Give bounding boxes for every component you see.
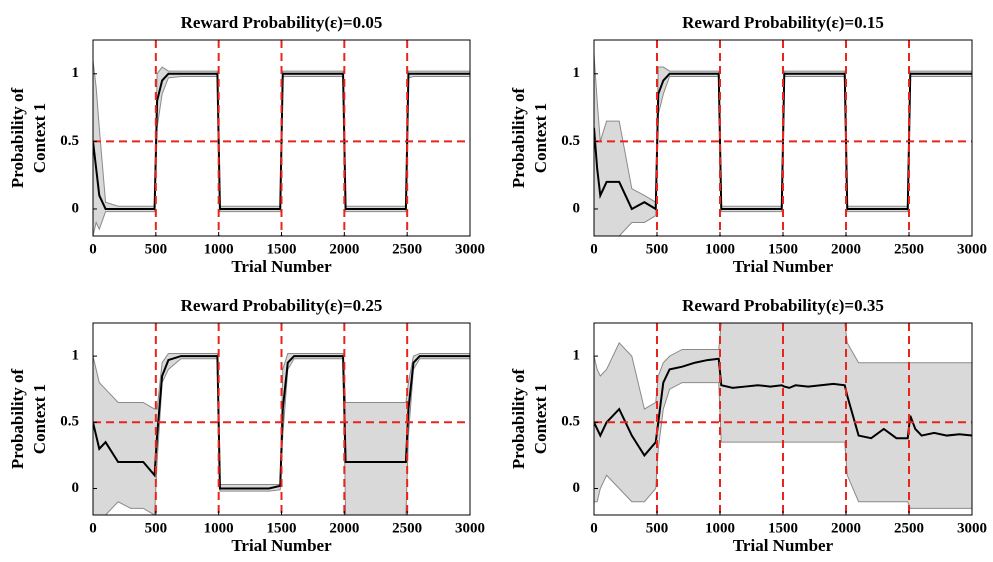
x-tick-label: 2500 <box>894 520 924 536</box>
y-axis-label: Context 1 <box>531 103 550 173</box>
x-tick-label: 2000 <box>329 520 359 536</box>
y-axis-label: Probability of <box>8 88 27 189</box>
x-tick-label: 1500 <box>267 241 297 257</box>
x-tick-label: 3000 <box>455 520 485 536</box>
y-tick-label: 0.5 <box>60 414 79 430</box>
plot-area <box>594 40 972 236</box>
x-axis-label: Trial Number <box>733 536 834 555</box>
x-tick-label: 500 <box>145 241 168 257</box>
y-tick-label: 1 <box>573 65 581 81</box>
x-tick-label: 2500 <box>894 241 924 257</box>
x-axis-label: Trial Number <box>231 257 332 276</box>
x-tick-label: 0 <box>590 241 598 257</box>
y-tick-label: 0.5 <box>561 414 580 430</box>
chart-title: Reward Probability(ε)=0.05 <box>181 13 383 32</box>
y-tick-label: 0.5 <box>60 133 79 149</box>
x-tick-label: 2000 <box>831 241 861 257</box>
band-area <box>594 53 972 236</box>
x-tick-label: 0 <box>89 520 97 536</box>
x-tick-label: 3000 <box>455 241 485 257</box>
x-tick-label: 0 <box>590 520 598 536</box>
chart-title: Reward Probability(ε)=0.35 <box>682 296 884 315</box>
x-axis-label: Trial Number <box>733 257 834 276</box>
x-tick-label: 3000 <box>957 520 987 536</box>
plot-area <box>594 323 972 515</box>
x-tick-label: 1500 <box>768 241 798 257</box>
chart-title: Reward Probability(ε)=0.25 <box>181 296 383 315</box>
x-tick-label: 500 <box>145 520 168 536</box>
y-axis-label: Probability of <box>8 369 27 470</box>
y-axis-label: Probability of <box>509 88 528 189</box>
y-tick-label: 0 <box>573 200 581 216</box>
x-tick-label: 1000 <box>705 520 735 536</box>
x-tick-label: 2500 <box>392 520 422 536</box>
x-tick-label: 2500 <box>392 241 422 257</box>
x-tick-label: 1000 <box>204 520 234 536</box>
y-axis-label: Context 1 <box>30 103 49 173</box>
x-axis-label: Trial Number <box>231 536 332 555</box>
band-lower-edge <box>594 382 972 509</box>
chart-title: Reward Probability(ε)=0.15 <box>682 13 884 32</box>
x-tick-label: 0 <box>89 241 97 257</box>
x-tick-label: 3000 <box>957 241 987 257</box>
x-tick-label: 2000 <box>831 520 861 536</box>
y-tick-label: 0.5 <box>561 133 580 149</box>
y-tick-label: 0 <box>72 480 80 496</box>
x-tick-label: 2000 <box>329 241 359 257</box>
y-axis-label: Probability of <box>509 369 528 470</box>
plot-area <box>93 40 470 236</box>
x-tick-label: 1500 <box>267 520 297 536</box>
band-lower-edge <box>93 358 470 515</box>
x-tick-label: 1000 <box>705 241 735 257</box>
y-tick-label: 1 <box>573 348 581 364</box>
y-tick-label: 1 <box>72 65 80 81</box>
x-tick-label: 1500 <box>768 520 798 536</box>
y-tick-label: 0 <box>72 200 80 216</box>
x-tick-label: 500 <box>646 241 669 257</box>
x-tick-label: 500 <box>646 520 669 536</box>
plot-area <box>93 323 470 515</box>
y-tick-label: 1 <box>72 348 80 364</box>
y-tick-label: 0 <box>573 480 581 496</box>
y-axis-label: Context 1 <box>531 384 550 454</box>
x-tick-label: 1000 <box>204 241 234 257</box>
y-axis-label: Context 1 <box>30 384 49 454</box>
